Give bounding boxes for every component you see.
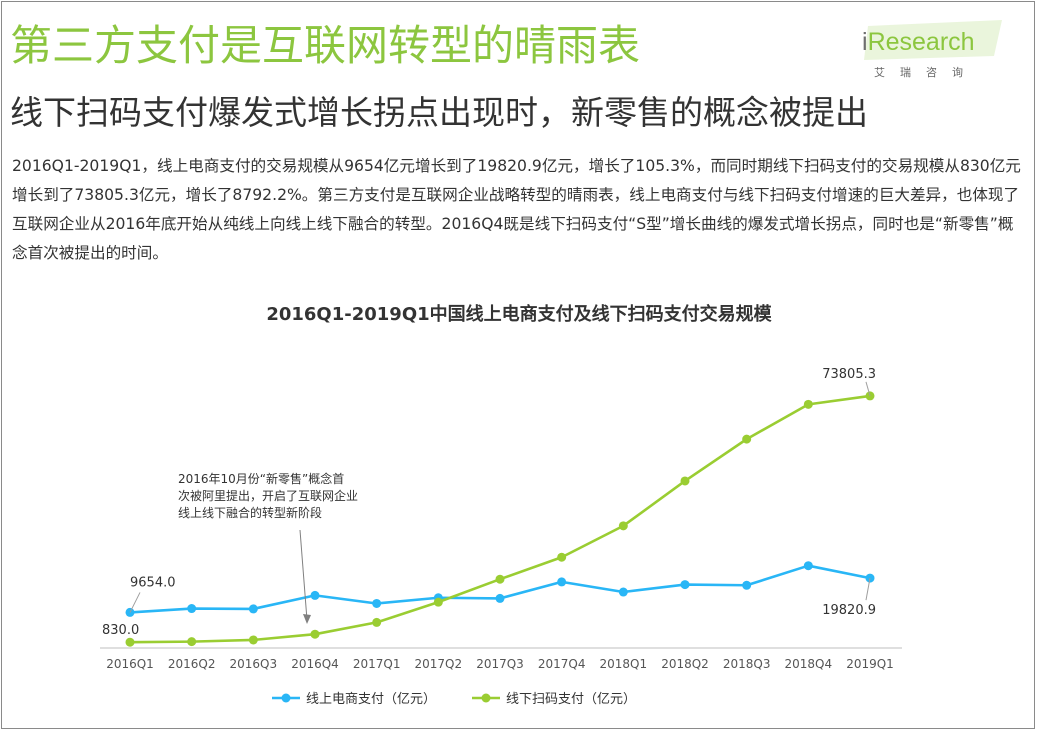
data-label-leader xyxy=(865,381,871,397)
x-tick-label: 2016Q4 xyxy=(291,657,339,671)
data-label: 19820.9 xyxy=(822,603,876,618)
data-point xyxy=(742,434,752,444)
data-point xyxy=(557,552,567,562)
x-tick-label: 2017Q1 xyxy=(353,657,401,671)
data-point xyxy=(680,476,690,486)
data-point xyxy=(310,590,320,600)
data-point xyxy=(618,521,628,531)
iresearch-logo: iResearch 艾瑞咨询 xyxy=(862,20,1012,84)
annotation-text: 线上线下融合的转型新阶段 xyxy=(178,505,322,520)
legend-label: 线下扫码支付（亿元） xyxy=(506,692,636,707)
data-point xyxy=(557,577,567,587)
annotation-text: 2016年10月份“新零售”概念首 xyxy=(178,471,344,486)
data-point xyxy=(125,637,135,647)
annotation-arrow-shaft xyxy=(299,529,308,621)
data-point xyxy=(803,561,813,571)
legend-swatch-marker xyxy=(281,693,291,703)
data-point xyxy=(372,617,382,627)
body-paragraph: 2016Q1-2019Q1，线上电商支付的交易规模从9654亿元增长到了1982… xyxy=(12,157,1021,262)
line-chart: 2016Q1-2019Q1中国线上电商支付及线下扫码支付交易规模 2016Q1 2… xyxy=(100,303,902,707)
x-tick-label: 2016Q1 xyxy=(106,657,154,671)
x-tick-label: 2018Q1 xyxy=(600,657,648,671)
data-point xyxy=(495,593,505,603)
annotation-text: 次被阿里提出，开启了互联网企业 xyxy=(178,488,358,503)
chart-title: 2016Q1-2019Q1中国线上电商支付及线下扫码支付交易规模 xyxy=(266,303,772,325)
x-tick-label: 2017Q4 xyxy=(538,657,586,671)
data-label-leader xyxy=(129,592,141,613)
data-label: 830.0 xyxy=(102,623,139,638)
logo-i: i xyxy=(862,28,868,56)
page-title: 第三方支付是互联网转型的晴雨表 xyxy=(10,21,641,70)
x-tick-label: 2017Q3 xyxy=(476,657,524,671)
data-point xyxy=(248,635,258,645)
data-point xyxy=(310,629,320,639)
data-point xyxy=(187,637,197,647)
logo-wordmark: iResearch xyxy=(862,22,975,62)
logo-subtext: 艾瑞咨询 xyxy=(874,66,978,79)
data-point xyxy=(742,580,752,590)
data-point xyxy=(803,399,813,409)
data-label: 73805.3 xyxy=(822,367,876,382)
legend-swatch-marker xyxy=(481,693,491,703)
legend-label: 线上电商支付（亿元） xyxy=(306,692,436,707)
x-tick-label: 2018Q2 xyxy=(661,657,709,671)
series-line-0 xyxy=(129,564,871,614)
data-point xyxy=(495,574,505,584)
data-point xyxy=(248,604,258,614)
x-tick-label: 2019Q1 xyxy=(846,657,894,671)
data-point xyxy=(433,597,443,607)
logo-research: Research xyxy=(867,28,975,56)
page-subtitle: 线下扫码支付爆发式增长拐点出现时，新零售的概念被提出 xyxy=(10,93,868,132)
annotation-arrowhead-icon xyxy=(303,614,311,624)
x-tick-label: 2016Q3 xyxy=(230,657,278,671)
data-point xyxy=(187,604,197,614)
data-label-leader xyxy=(865,578,871,601)
x-tick-label: 2018Q4 xyxy=(785,657,833,671)
x-tick-label: 2018Q3 xyxy=(723,657,771,671)
logo-swoosh-icon xyxy=(864,20,1002,60)
data-point xyxy=(618,587,628,597)
x-tick-label: 2016Q2 xyxy=(168,657,216,671)
data-label: 9654.0 xyxy=(130,575,176,590)
data-point xyxy=(680,580,690,590)
x-tick-label: 2017Q2 xyxy=(415,657,463,671)
data-point xyxy=(372,598,382,608)
